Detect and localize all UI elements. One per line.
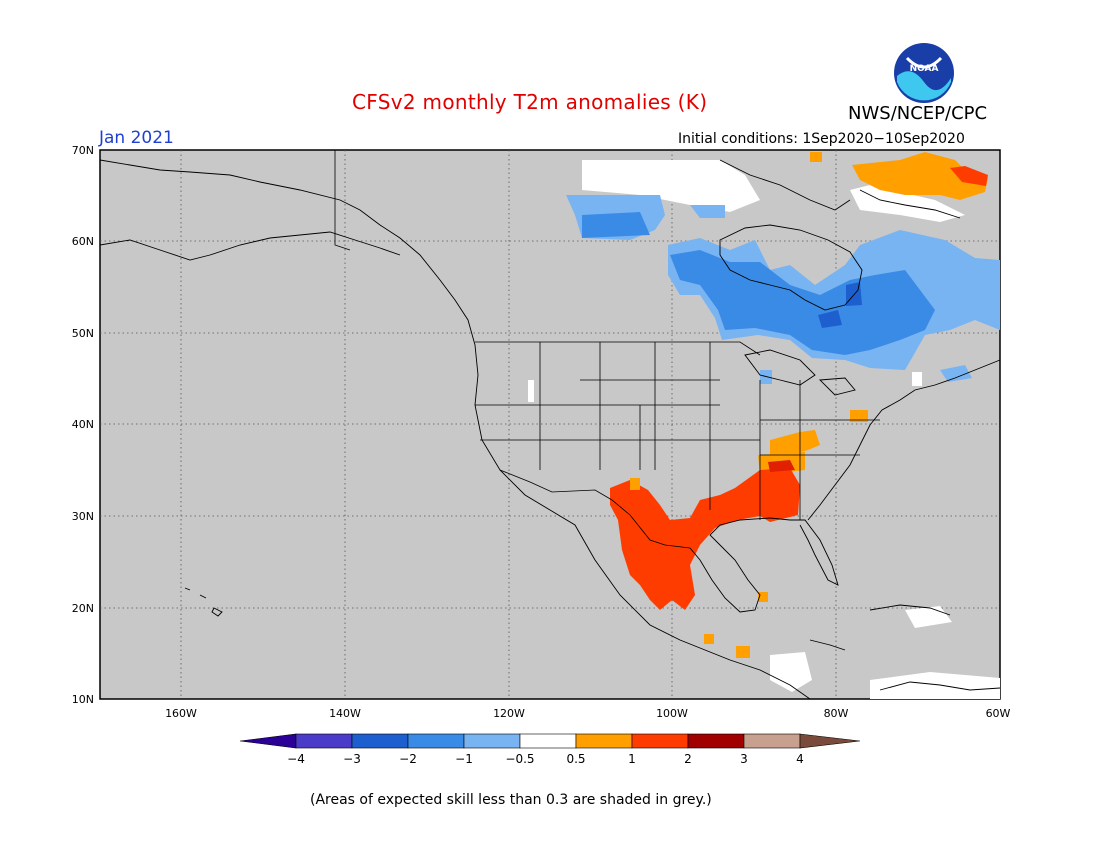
colorbar-label: 3 <box>740 752 748 766</box>
graticule <box>100 150 1000 699</box>
lon-label: 100W <box>656 707 688 720</box>
organization-label: NWS/NCEP/CPC <box>848 103 988 124</box>
colorbar: −4 −3 −2 −1 −0.5 0.5 1 2 3 4 <box>239 733 861 766</box>
colorbar-bin <box>743 733 801 749</box>
colorbar-label: −1 <box>455 752 473 766</box>
lon-label: 80W <box>824 707 849 720</box>
lat-label: 40N <box>72 418 94 431</box>
lon-label: 160W <box>165 707 197 720</box>
lat-label: 50N <box>72 327 94 340</box>
colorbar-low-arrow <box>239 733 297 749</box>
positive-anomaly-areas <box>610 152 988 658</box>
noaa-logo-text: NOAA <box>910 64 939 74</box>
map-frame <box>99 149 1001 700</box>
forecast-month: Jan 2021 <box>99 128 174 148</box>
colorbar-bin <box>631 733 689 749</box>
colorbar-bin <box>519 733 577 749</box>
colorbar-bin <box>351 733 409 749</box>
colorbar-label: 2 <box>684 752 692 766</box>
lat-label: 60N <box>72 235 94 248</box>
colorbar-high-arrow <box>799 733 861 749</box>
colorbar-label: −3 <box>343 752 361 766</box>
colorbar-label: 4 <box>796 752 804 766</box>
neutral-anomaly-areas <box>528 160 1000 699</box>
colorbar-bin <box>575 733 633 749</box>
lat-label: 70N <box>72 144 94 157</box>
colorbar-label: −2 <box>399 752 417 766</box>
colorbar-label: −4 <box>287 752 305 766</box>
political-boundaries <box>334 150 880 549</box>
colorbar-bin <box>463 733 521 749</box>
colorbar-label: −0.5 <box>505 752 534 766</box>
longitude-labels: 160W 140W 120W 100W 80W 60W <box>165 707 1010 720</box>
colorbar-bin <box>687 733 745 749</box>
lon-label: 120W <box>493 707 525 720</box>
lon-label: 60W <box>986 707 1011 720</box>
colorbar-bin <box>407 733 465 749</box>
colorbar-bin <box>295 733 353 749</box>
lon-label: 140W <box>329 707 361 720</box>
noaa-logo-icon: NOAA <box>894 43 954 103</box>
colorbar-label: 0.5 <box>566 752 585 766</box>
lat-label: 30N <box>72 510 94 523</box>
latitude-labels: 70N 60N 50N 40N 30N 20N 10N <box>72 144 94 706</box>
initial-conditions: Initial conditions: 1Sep2020−10Sep2020 <box>678 131 965 147</box>
coastlines <box>99 159 1001 700</box>
map-title: CFSv2 monthly T2m anomalies (K) <box>352 90 708 114</box>
skill-footnote: (Areas of expected skill less than 0.3 a… <box>310 792 712 808</box>
lat-label: 20N <box>72 602 94 615</box>
colorbar-label: 1 <box>628 752 636 766</box>
lat-label: 10N <box>72 693 94 706</box>
